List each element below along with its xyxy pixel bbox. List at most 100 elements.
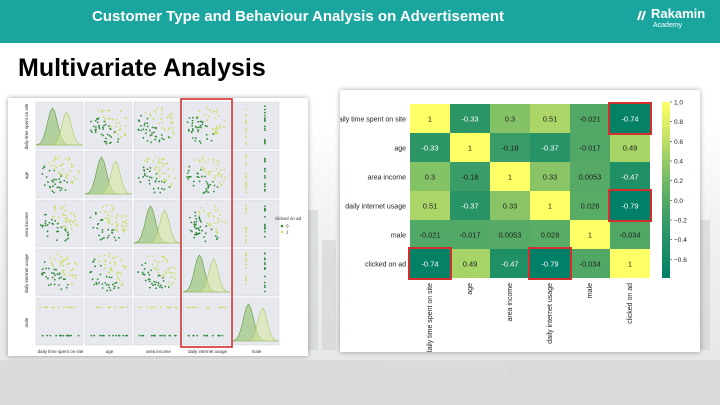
pairplot-point	[245, 154, 248, 157]
heatmap-row-label: clicked on ad	[365, 262, 406, 269]
pairplot-point	[101, 206, 104, 209]
pairplot-point	[60, 288, 63, 291]
pairplot-point	[153, 131, 156, 134]
pairplot-point	[264, 138, 266, 141]
pairplot-point	[216, 238, 218, 241]
pairplot-point	[121, 220, 124, 223]
pairplot-point	[198, 180, 201, 183]
pairplot-point	[122, 334, 125, 337]
pairplot-point	[105, 142, 108, 145]
pairplot-point	[161, 286, 163, 289]
pairplot-point	[99, 238, 102, 241]
pairplot-point	[264, 252, 266, 255]
pairplot-point	[113, 236, 116, 239]
pairplot-point	[62, 278, 65, 281]
pairplot-point	[117, 138, 120, 140]
pairplot-point	[53, 207, 56, 209]
pairplot-point	[44, 306, 47, 309]
pairplot-point	[158, 169, 161, 172]
pairplot-point	[60, 173, 62, 176]
pairplot-point	[94, 131, 97, 134]
pairplot-point	[107, 271, 110, 274]
pairplot-point	[60, 163, 63, 166]
pairplot-point	[148, 280, 151, 283]
pairplot-point	[93, 283, 96, 286]
pairplot-point	[96, 278, 99, 281]
pairplot-point	[213, 205, 216, 208]
pairplot-point	[145, 132, 147, 135]
pairplot-point	[66, 231, 69, 234]
pairplot-point	[162, 172, 165, 175]
pairplot-point	[58, 334, 61, 337]
pairplot-point	[224, 306, 227, 309]
pairplot-point	[161, 276, 164, 279]
heatmap-cell	[490, 220, 530, 249]
pairplot-point	[96, 283, 98, 286]
pairplot-point	[122, 282, 124, 285]
pairplot-point	[171, 266, 174, 269]
pairplot-point	[66, 283, 69, 286]
pairplot-point	[111, 215, 113, 217]
pairplot-point	[191, 122, 194, 125]
pairplot-point	[117, 286, 120, 289]
heatmap-cell-label: -0.33	[421, 144, 438, 153]
pairplot-point	[160, 284, 162, 287]
pairplot-point	[174, 177, 177, 179]
pairplot-point	[92, 260, 95, 263]
heatmap-row-label: area income	[367, 175, 406, 182]
pairplot-point	[124, 221, 127, 224]
pairplot-point	[64, 239, 67, 242]
pairplot-point	[95, 281, 98, 284]
pairplot-y-label: daily time spent on site	[24, 103, 29, 149]
pairplot-point	[104, 260, 107, 263]
pairplot-point	[62, 334, 65, 337]
heatmap-cell-label: 1	[588, 231, 592, 240]
pairplot-point	[76, 264, 79, 267]
heatmap-cell	[530, 249, 570, 278]
pairplot-point	[110, 136, 113, 138]
pairplot-point	[43, 184, 46, 187]
pairplot-point	[42, 224, 44, 227]
pairplot-point	[186, 176, 189, 178]
pairplot-point	[245, 185, 248, 188]
pairplot-point	[191, 137, 194, 139]
pairplot-point	[155, 111, 157, 114]
pairplot-point	[205, 225, 208, 227]
pairplot-point	[245, 263, 248, 266]
pairplot-point	[119, 125, 122, 127]
pairplot-point	[209, 224, 212, 227]
heatmap-cell-label: 0.51	[543, 115, 558, 124]
pairplot-point	[193, 221, 196, 223]
pairplot-point	[63, 272, 66, 275]
pairplot-point	[93, 334, 96, 337]
pairplot-point	[245, 230, 248, 232]
pairplot-point	[209, 211, 212, 214]
pairplot-point	[195, 232, 198, 234]
pairplot-point	[112, 207, 115, 209]
pairplot-point	[74, 216, 77, 218]
pairplot-point	[143, 267, 146, 270]
colorbar-tick-label: 0.6	[674, 139, 683, 146]
pairplot-point	[109, 268, 112, 271]
pairplot-point	[216, 236, 219, 239]
pairplot-point	[212, 128, 214, 130]
pairplot-point	[191, 230, 193, 233]
pairplot-point	[108, 252, 110, 255]
pairplot-point	[188, 306, 191, 309]
pairplot-point	[146, 161, 148, 164]
pairplot-point	[149, 113, 152, 116]
pairplot-point	[245, 253, 248, 256]
pairplot-point	[56, 273, 59, 276]
pairplot-point	[215, 168, 218, 170]
pairplot-point	[194, 139, 197, 142]
pairplot-point	[98, 281, 100, 284]
pairplot-point	[166, 116, 168, 119]
pairplot-point	[213, 222, 216, 224]
pairplot-point	[188, 165, 191, 168]
pairplot-point	[103, 109, 106, 112]
pairplot-point	[203, 334, 205, 337]
pairplot-point	[199, 206, 202, 209]
pairplot-point	[89, 271, 92, 274]
pairplot-point	[166, 306, 168, 309]
pairplot-point	[187, 175, 190, 178]
